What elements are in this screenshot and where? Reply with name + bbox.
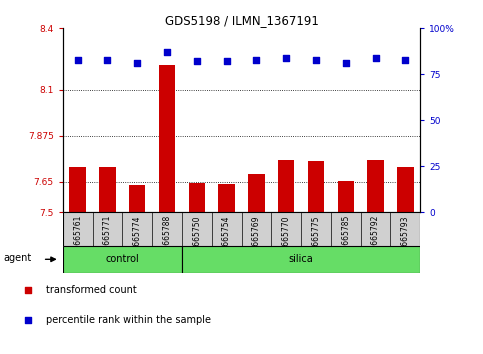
Bar — [218, 184, 235, 212]
Text: transformed count: transformed count — [46, 285, 137, 296]
Text: percentile rank within the sample: percentile rank within the sample — [46, 315, 211, 325]
Text: agent: agent — [3, 253, 31, 263]
Text: GSM665769: GSM665769 — [252, 215, 261, 262]
Point — [253, 57, 260, 62]
Text: GSM665785: GSM665785 — [341, 215, 350, 262]
Bar — [129, 185, 145, 212]
Text: GSM665788: GSM665788 — [163, 215, 171, 261]
Bar — [278, 160, 294, 212]
Bar — [368, 160, 384, 212]
Text: GSM665793: GSM665793 — [401, 215, 410, 262]
Point — [74, 57, 82, 62]
Point — [401, 57, 409, 62]
Point — [104, 57, 112, 62]
Point — [24, 318, 32, 323]
Title: GDS5198 / ILMN_1367191: GDS5198 / ILMN_1367191 — [165, 14, 318, 27]
Text: silica: silica — [289, 254, 313, 264]
Point — [342, 61, 350, 66]
Bar — [308, 161, 324, 212]
Point — [223, 59, 230, 64]
Bar — [99, 167, 115, 212]
Point — [163, 50, 171, 55]
Bar — [338, 181, 354, 212]
Text: GSM665754: GSM665754 — [222, 215, 231, 262]
Text: GSM665774: GSM665774 — [133, 215, 142, 262]
Bar — [159, 65, 175, 212]
Point — [372, 55, 380, 61]
Point — [312, 57, 320, 62]
Bar — [70, 167, 86, 212]
Text: GSM665775: GSM665775 — [312, 215, 320, 262]
Point — [282, 55, 290, 61]
Bar — [189, 183, 205, 212]
Point — [24, 287, 32, 293]
Bar — [248, 173, 265, 212]
Text: control: control — [105, 254, 139, 264]
Bar — [182, 246, 420, 273]
Text: GSM665770: GSM665770 — [282, 215, 291, 262]
Bar — [397, 167, 413, 212]
Point — [193, 59, 201, 64]
Text: GSM665771: GSM665771 — [103, 215, 112, 262]
Text: GSM665761: GSM665761 — [73, 215, 82, 262]
Bar — [63, 246, 182, 273]
Point — [133, 61, 141, 66]
Text: GSM665792: GSM665792 — [371, 215, 380, 262]
Text: GSM665750: GSM665750 — [192, 215, 201, 262]
